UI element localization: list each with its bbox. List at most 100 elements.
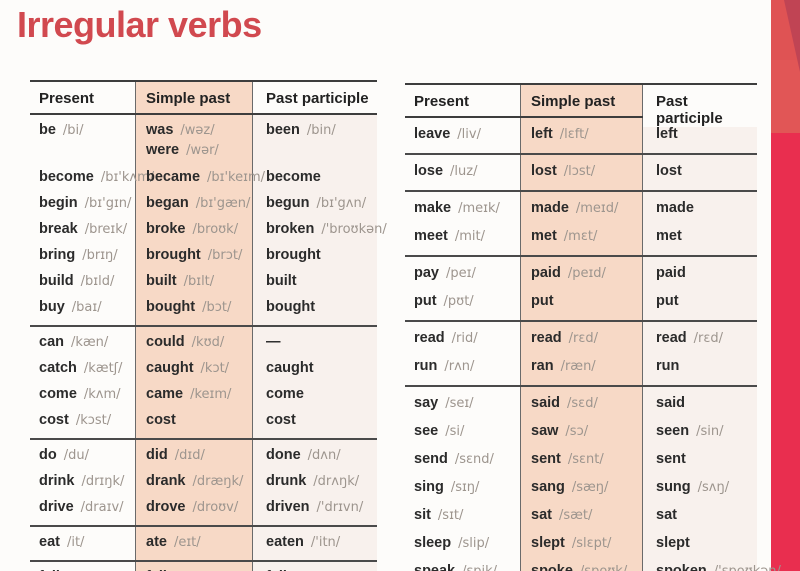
participle-cell: come — [253, 381, 377, 407]
verb-ipa: /kʊd/ — [191, 335, 225, 350]
verb-word: drove — [146, 499, 186, 515]
verb-word: put — [531, 293, 554, 309]
table-header-row: Present Simple past Past participle — [30, 82, 377, 115]
verb-word: become — [266, 169, 321, 185]
table-row: be/bi/was/wəz/were/wər/been/bin/ — [30, 117, 377, 164]
verb-ipa: /sɛd/ — [567, 396, 598, 411]
verb-entry: caught — [266, 355, 377, 381]
table-row: put/pʊt/put put — [405, 287, 757, 315]
verb-entry: lose/luz/ — [414, 157, 520, 185]
verb-ipa: /brɔt/ — [207, 248, 243, 263]
verb-entry: speak/spik/ — [414, 557, 520, 571]
past-participle-column-tint — [643, 118, 757, 571]
verb-word: leave — [414, 126, 451, 142]
past-participle-column-tint — [253, 115, 377, 571]
verb-ipa: /kɔt/ — [200, 361, 230, 376]
verb-entry: slept/slɛpt/ — [531, 529, 643, 557]
verb-entry: said/sɛd/ — [531, 389, 643, 417]
verb-entry: bought — [266, 294, 377, 320]
verb-word: drank — [146, 473, 186, 489]
verb-entry: slept — [656, 529, 757, 557]
verb-entry: lost — [656, 157, 757, 185]
past-cell: could/kʊd/ — [135, 329, 253, 355]
participle-cell: been/bin/ — [253, 117, 377, 164]
table-row: drink/drɪŋk/drank/dræŋk/drunk/drʌŋk/ — [30, 468, 377, 494]
present-cell: sing/sɪŋ/ — [405, 473, 520, 501]
verb-group: eat/it/ate/eɪt/eaten /'itn/ — [30, 527, 377, 562]
verb-word: met — [531, 228, 557, 244]
verb-group: make/meɪk/made/meɪd/made meet/mit/met/mɛt… — [405, 192, 757, 257]
verb-entry: fall/fɔl/ — [39, 564, 135, 571]
verb-word: driven — [266, 499, 310, 515]
verb-entry: sleep/slip/ — [414, 529, 520, 557]
verb-word: fell — [146, 569, 167, 571]
verb-entry: brought — [266, 242, 377, 268]
verb-ipa: /eɪt/ — [173, 535, 201, 550]
verb-ipa: /rid/ — [451, 331, 478, 346]
past-cell: drove/droʊv/ — [135, 494, 253, 520]
verb-ipa: /'itn/ — [310, 535, 341, 550]
present-cell: catch/kætʃ/ — [30, 355, 135, 381]
verb-entry: leave/liv/ — [414, 120, 520, 148]
verb-ipa: /bɪ'gʌn/ — [316, 196, 367, 211]
table-row: do/du/did/dɪd/done/dʌn/ — [30, 442, 377, 468]
verb-entry: begun/bɪ'gʌn/ — [266, 190, 377, 216]
participle-cell: paid — [643, 259, 757, 287]
verb-ipa: /baɪ/ — [71, 300, 102, 315]
table-row: come/kʌm/came/keɪm/come — [30, 381, 377, 407]
verb-word: slept — [656, 535, 690, 551]
present-cell: cost/kɔst/ — [30, 407, 135, 433]
verb-word: break — [39, 221, 78, 237]
past-cell: brought/brɔt/ — [135, 242, 253, 268]
verb-ipa: /rɛd/ — [568, 331, 599, 346]
verb-word: brought — [146, 247, 201, 263]
verb-entry: fell/fɛl/ — [146, 564, 253, 571]
participle-cell: fallen/'fɔlən/ — [253, 564, 377, 571]
verb-table-right: Present Simple past Past participle leave/l… — [405, 83, 781, 571]
table-row: catch/kætʃ/caught/kɔt/caught — [30, 355, 377, 381]
verb-ipa: /'broʊkən/ — [321, 222, 387, 237]
verb-ipa: /wəz/ — [180, 123, 215, 138]
verb-word: sleep — [414, 535, 452, 551]
participle-cell: driven /'drɪvn/ — [253, 494, 377, 520]
verb-entry: sit/sɪt/ — [414, 501, 520, 529]
verb-entry: become — [266, 164, 377, 190]
table-row: read/rid/read/rɛd/read/rɛd/ — [405, 324, 757, 352]
present-cell: break/breɪk/ — [30, 216, 135, 242]
verb-entry: — — [266, 329, 377, 355]
verb-entry: did/dɪd/ — [146, 442, 253, 468]
verb-word: spoke — [531, 563, 573, 571]
verb-entry: drunk/drʌŋk/ — [266, 468, 377, 494]
participle-cell: spoken /'spoʊkən/ — [643, 557, 781, 571]
past-cell: ran/ræn/ — [520, 352, 643, 380]
verb-ipa: /kʌm/ — [83, 387, 121, 402]
verb-entry: meet/mit/ — [414, 222, 520, 250]
verb-ipa: /spik/ — [462, 564, 497, 571]
verb-entry: drive/draɪv/ — [39, 494, 135, 520]
verb-ipa: /slɛpt/ — [571, 536, 612, 551]
verb-word: cost — [39, 412, 69, 428]
verb-ipa: /bɪ'gæn/ — [195, 196, 251, 211]
verb-word: sit — [414, 507, 431, 523]
verb-entry: sing/sɪŋ/ — [414, 473, 520, 501]
participle-cell: built — [253, 268, 377, 294]
verb-entry: pay/peɪ/ — [414, 259, 520, 287]
verb-word: seen — [656, 423, 690, 439]
verb-word: sung — [656, 479, 691, 495]
verb-ipa: /sʌŋ/ — [697, 480, 730, 495]
present-cell: be/bi/ — [30, 117, 135, 164]
past-cell: cost — [135, 407, 253, 433]
verb-ipa: /lɛft/ — [559, 127, 589, 142]
page-edge-stripe-mid — [771, 60, 800, 133]
past-cell: sent/sɛnt/ — [520, 445, 643, 473]
verb-ipa: /mit/ — [454, 229, 485, 244]
verb-ipa: /meɪk/ — [458, 201, 500, 216]
verb-word: were — [146, 142, 180, 158]
verb-ipa: /liv/ — [457, 127, 481, 142]
verb-ipa: /spoʊk/ — [580, 564, 627, 571]
participle-cell: met — [643, 222, 757, 250]
present-cell: sit/sɪt/ — [405, 501, 520, 529]
past-cell: slept/slɛpt/ — [520, 529, 643, 557]
verb-group: lose/luz/lost/lɔst/lost — [405, 155, 757, 192]
page-edge-stripe — [771, 0, 800, 571]
